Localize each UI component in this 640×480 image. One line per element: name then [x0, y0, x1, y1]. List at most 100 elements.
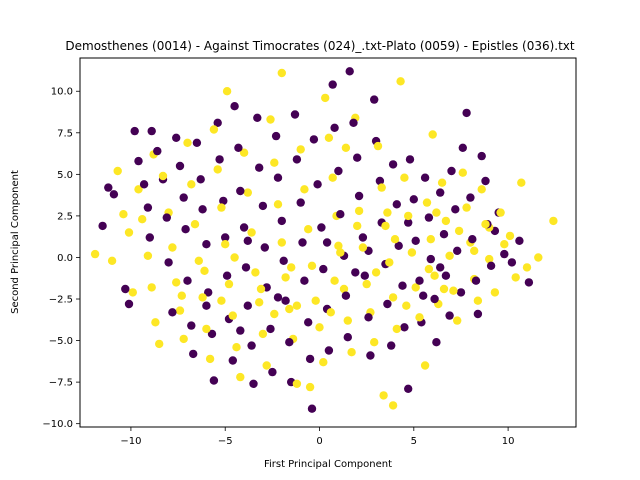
y-tick-label: −2.5 — [49, 295, 73, 306]
scatter-point-series1-25 — [196, 175, 205, 184]
scatter-point-series2-103 — [473, 296, 483, 305]
scatter-point-series1-134 — [515, 236, 524, 245]
scatter-point-series2-25 — [205, 354, 215, 364]
scatter-point-series1-73 — [324, 346, 334, 355]
scatter-point-series1-99 — [398, 281, 407, 290]
scatter-point-series1-139 — [322, 238, 332, 247]
scatter-point-series1-46 — [253, 113, 262, 123]
scatter-point-series2-90 — [426, 235, 435, 244]
scatter-point-series2-13 — [158, 171, 168, 181]
points-layer — [90, 67, 558, 413]
scatter-point-series2-88 — [420, 361, 430, 370]
scatter-point-series2-129 — [402, 301, 411, 310]
scatter-point-series2-122 — [390, 235, 400, 244]
scatter-point-series2-118 — [256, 284, 266, 294]
scatter-point-series2-56 — [315, 323, 324, 332]
scatter-point-series2-37 — [247, 228, 256, 237]
scatter-point-series1-54 — [273, 173, 283, 182]
scatter-point-series2-52 — [300, 185, 309, 194]
scatter-point-series1-77 — [336, 210, 345, 219]
scatter-point-series1-97 — [392, 200, 401, 209]
scatter-point-series1-12 — [153, 146, 162, 156]
scatter-point-series1-23 — [189, 349, 198, 359]
scatter-point-series2-31 — [228, 311, 237, 320]
scatter-point-series1-16 — [168, 308, 177, 317]
scatter-point-series2-133 — [230, 253, 239, 262]
scatter-point-series1-24 — [192, 138, 202, 147]
scatter-point-series2-40 — [258, 329, 268, 339]
scatter-point-series2-135 — [334, 241, 343, 250]
x-axis-label: First Principal Component — [264, 459, 392, 470]
scatter-point-series1-124 — [471, 276, 481, 285]
scatter-point-series2-45 — [277, 238, 286, 247]
y-tick-label: −10.0 — [42, 419, 73, 430]
scatter-point-series1-125 — [473, 309, 483, 319]
scatter-point-series2-115 — [549, 216, 558, 226]
scatter-point-series2-8 — [138, 215, 147, 224]
scatter-point-series2-117 — [200, 266, 209, 275]
scatter-point-series1-138 — [273, 293, 283, 302]
scatter-point-series2-81 — [388, 401, 398, 410]
scatter-point-series1-18 — [175, 161, 185, 171]
scatter-point-series1-37 — [228, 356, 237, 365]
scatter-point-series1-55 — [277, 216, 286, 226]
scatter-point-series1-14 — [162, 213, 171, 222]
scatter-point-series2-137 — [432, 208, 441, 217]
scatter-point-series2-136 — [383, 208, 392, 217]
scatter-point-series2-100 — [462, 203, 471, 212]
scatter-point-series1-43 — [243, 301, 252, 310]
scatter-point-series2-7 — [134, 185, 143, 194]
scatter-point-series1-94 — [383, 299, 392, 309]
scatter-point-series1-79 — [341, 291, 351, 300]
scatter-point-series1-8 — [139, 180, 149, 189]
scatter-point-series1-40 — [236, 186, 245, 196]
scatter-point-series1-65 — [304, 318, 313, 327]
scatter-point-series1-133 — [507, 258, 517, 267]
scatter-point-series1-62 — [296, 198, 305, 207]
x-tick-label: 10 — [502, 436, 515, 447]
scatter-point-series1-45 — [249, 379, 258, 388]
scatter-point-series1-10 — [145, 233, 154, 242]
scatter-point-series1-4 — [121, 284, 130, 294]
scatter-point-series1-117 — [451, 205, 460, 214]
scatter-point-series2-54 — [307, 261, 317, 270]
scatter-point-series2-108 — [496, 208, 505, 217]
y-axis: −10.0 −7.5 −5.0 −2.5 0.0 2.5 5.0 7.5 10.0 — [42, 87, 80, 430]
scatter-point-series2-59 — [321, 93, 330, 103]
scatter-point-series1-114 — [441, 271, 451, 280]
scatter-point-series2-124 — [454, 226, 464, 236]
scatter-point-series2-65 — [343, 316, 352, 325]
scatter-point-series2-20 — [187, 180, 196, 189]
scatter-point-series2-5 — [124, 228, 134, 237]
scatter-point-series1-19 — [179, 193, 188, 202]
scatter-point-series2-16 — [172, 278, 181, 287]
scatter-point-series1-21 — [183, 276, 192, 285]
scatter-point-series2-27 — [213, 165, 222, 174]
scatter-point-series1-51 — [266, 324, 275, 334]
scatter-point-series2-64 — [339, 284, 349, 294]
scatter-point-series2-87 — [415, 313, 424, 322]
scatter-point-series2-111 — [511, 273, 520, 282]
scatter-point-series2-105 — [481, 220, 490, 229]
scatter-point-series1-30 — [209, 376, 219, 385]
scatter-point-series2-2 — [107, 256, 117, 265]
scatter-point-series2-39 — [255, 298, 264, 307]
scatter-point-series1-119 — [456, 288, 466, 297]
scatter-point-series1-82 — [349, 118, 358, 128]
scatter-point-series2-84 — [404, 211, 413, 221]
scatter-point-series2-94 — [437, 178, 447, 187]
scatter-point-series2-71 — [362, 279, 371, 289]
scatter-point-series2-92 — [428, 130, 437, 139]
scatter-point-series2-30 — [224, 279, 234, 289]
scatter-point-series2-78 — [388, 293, 398, 302]
scatter-point-series2-26 — [209, 125, 219, 134]
scatter-point-series1-141 — [404, 218, 413, 227]
scatter-point-series2-44 — [273, 200, 283, 209]
scatter-point-series1-81 — [345, 67, 354, 76]
scatter-point-series1-113 — [439, 230, 449, 239]
x-axis: −10 −5 0 5 10 — [120, 427, 514, 447]
scatter-point-series1-80 — [343, 333, 352, 342]
scatter-point-series2-58 — [305, 382, 315, 392]
